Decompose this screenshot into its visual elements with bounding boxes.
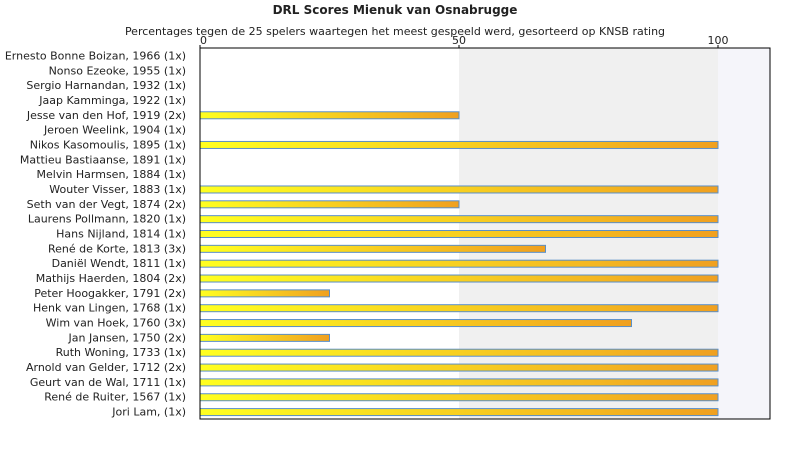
x-axis: 0 50 100 [199,34,729,48]
x-tick-label: 100 [708,34,729,47]
category-label: Hans Nijland, 1814 (1x) [56,228,186,241]
plot-frame [199,47,771,420]
bar [199,319,632,328]
category-label: Mattieu Bastiaanse, 1891 (1x) [20,153,186,166]
x-tick-label: 50 [452,34,466,47]
category-label: Mathijs Haerden, 1804 (2x) [36,272,186,285]
category-label: Jan Jansen, 1750 (2x) [68,331,186,344]
category-label: Geurt van de Wal, 1711 (1x) [30,376,186,389]
category-label: Jaap Kamminga, 1922 (1x) [38,94,186,107]
bar [199,230,719,238]
bar [199,185,719,194]
band-right [718,48,770,419]
bar [199,378,719,387]
bar-series [199,111,719,417]
bar [199,244,547,253]
category-label: Arnold van Gelder, 1712 (2x) [26,361,186,374]
category-label: Ruth Woning, 1733 (1x) [56,346,186,359]
bar [199,215,719,224]
bar [199,111,460,120]
bar [199,393,719,402]
category-label: Sergio Harnandan, 1932 (1x) [26,79,186,92]
bar [199,408,719,417]
category-label: Melvin Harmsen, 1884 (1x) [37,168,186,181]
category-label: Daniël Wendt, 1811 (1x) [52,257,186,270]
bar [199,348,719,357]
chart-subtitle: Percentages tegen de 25 spelers waartege… [124,25,666,38]
category-label: Seth van der Vegt, 1874 (2x) [27,198,186,211]
bar [199,274,719,283]
category-label: Nikos Kasomoulis, 1895 (1x) [30,138,186,151]
category-labels: Ernesto Bonne Boizan, 1966 (1x) Nonso Eze… [5,49,186,418]
chart-title: DRL Scores Mienuk van Osnabrugge [272,3,518,17]
bar [199,304,719,313]
category-label: Henk van Lingen, 1768 (1x) [33,302,186,315]
x-tick-label: 0 [200,34,207,47]
category-label: Ernesto Bonne Boizan, 1966 (1x) [5,49,186,62]
category-label: René de Korte, 1813 (3x) [48,242,186,255]
category-label: Nonso Ezeoke, 1955 (1x) [49,64,186,77]
category-label: Wim van Hoek, 1760 (3x) [46,317,186,330]
category-label: René de Ruiter, 1567 (1x) [44,391,186,404]
category-label: Wouter Visser, 1883 (1x) [49,183,186,196]
bar [199,200,460,209]
bar [199,140,719,149]
category-label: Jeroen Weelink, 1904 (1x) [43,124,186,137]
category-label: Jori Lam, (1x) [111,406,186,419]
bar [199,363,719,372]
category-label: Peter Hoogakker, 1791 (2x) [34,287,186,300]
bar [199,289,330,298]
category-label: Jesse van den Hof, 1919 (2x) [26,109,186,122]
category-label: Laurens Pollmann, 1820 (1x) [28,213,186,226]
bar [199,259,719,268]
bar [199,333,330,342]
